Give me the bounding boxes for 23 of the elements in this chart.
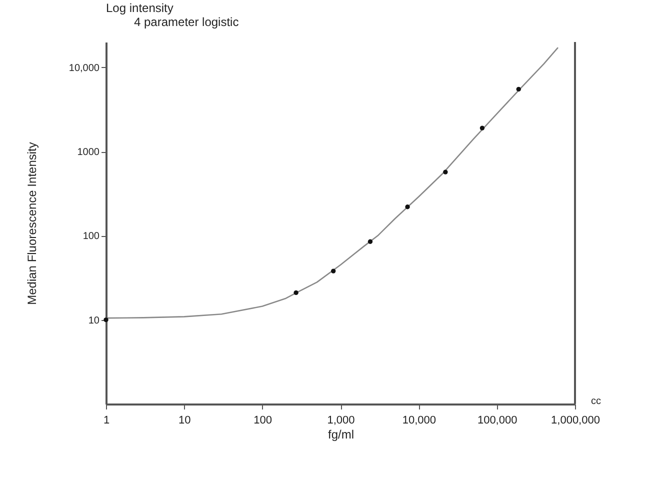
point <box>516 86 521 92</box>
x-tick-label: 100 <box>254 414 272 426</box>
x-axis-title: fg/ml <box>328 428 354 442</box>
y-tick-label: 1000 <box>77 147 100 158</box>
y-tick-label: 10,000 <box>68 62 100 74</box>
y-axis-title: Median Fluorescence Intensity <box>24 142 39 305</box>
x-tick-label: 1,000,000 <box>551 414 600 426</box>
x-tick-label: 10,000 <box>402 414 436 426</box>
y-tick-label: 100 <box>82 231 100 242</box>
y-tick-label: 10 <box>88 315 100 326</box>
text: cc <box>591 396 601 407</box>
x-tick-label: 100,000 <box>477 414 518 426</box>
point <box>368 239 373 244</box>
x-tick-label: 1,000 <box>327 414 355 426</box>
text: 4 parameter logistic <box>134 15 239 29</box>
point <box>405 204 410 210</box>
text: Log intensity <box>106 1 174 15</box>
x-tick-label: 10 <box>178 414 191 426</box>
point <box>294 290 298 296</box>
point <box>480 126 485 130</box>
point <box>331 268 336 274</box>
x-tick-label: 1 <box>103 414 110 426</box>
point <box>443 170 448 174</box>
